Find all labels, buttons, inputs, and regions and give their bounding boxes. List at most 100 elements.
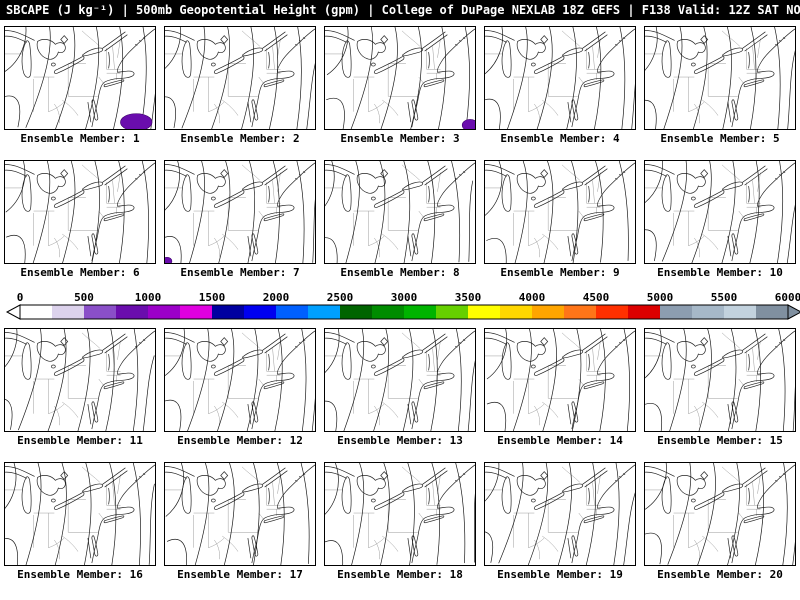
panel-row-4: Ensemble Member: 16 Ensemble Member: 17 … — [4, 462, 796, 581]
panel-label: Ensemble Member: 9 — [500, 266, 620, 279]
map-frame — [484, 328, 636, 432]
colorbar-tick-label: 6000 — [775, 291, 800, 304]
contour-holder — [5, 463, 155, 565]
contour-holder — [5, 161, 155, 263]
ensemble-map — [325, 27, 475, 129]
colorbar-tick-label: 1000 — [135, 291, 162, 304]
map-frame — [4, 160, 156, 264]
map-frame — [644, 462, 796, 566]
colorbar-segment — [372, 305, 405, 319]
colorbar-segment — [212, 305, 245, 319]
map-frame — [644, 328, 796, 432]
colorbar-tick-label: 3000 — [391, 291, 418, 304]
colorbar-tick-label: 5000 — [647, 291, 674, 304]
map-frame — [164, 462, 316, 566]
contour-holder — [325, 463, 475, 565]
colorbar-segment — [692, 305, 725, 319]
ensemble-map — [485, 329, 635, 431]
panel-label: Ensemble Member: 5 — [660, 132, 780, 145]
contour-holder — [645, 329, 795, 431]
panel-label: Ensemble Member: 12 — [177, 434, 303, 447]
ensemble-map — [645, 161, 795, 263]
contour-holder — [485, 161, 635, 263]
ensemble-map — [485, 27, 635, 129]
colorbar-scale: 0 500 1000 1500 2000 2500 3000 3500 4000 4500 5000… — [5, 291, 800, 320]
panel-label: Ensemble Member: 14 — [497, 434, 623, 447]
panel-label: Ensemble Member: 3 — [340, 132, 460, 145]
panel-label: Ensemble Member: 10 — [657, 266, 783, 279]
ensemble-map — [165, 27, 315, 129]
colorbar-segment — [628, 305, 661, 319]
map-frame — [324, 26, 476, 130]
ensemble-panel: Ensemble Member: 15 — [644, 328, 796, 447]
colorbar-segment — [596, 305, 629, 319]
colorbar-tick-label: 2500 — [327, 291, 354, 304]
header-bar: SBCAPE (J kg⁻¹) | 500mb Geopotential Hei… — [0, 0, 800, 20]
ensemble-map — [645, 329, 795, 431]
panel-label: Ensemble Member: 20 — [657, 568, 783, 581]
contour-holder — [485, 463, 635, 565]
contour-holder — [165, 27, 315, 129]
map-frame — [484, 26, 636, 130]
ensemble-map — [165, 161, 315, 263]
colorbar-segment — [468, 305, 501, 319]
colorbar-tick-label: 0 — [17, 291, 24, 304]
contour-holder — [325, 27, 475, 129]
contour-holder — [165, 463, 315, 565]
panel-label: Ensemble Member: 11 — [17, 434, 143, 447]
colorbar-segment — [116, 305, 149, 319]
colorbar-segment — [148, 305, 181, 319]
ensemble-panel: Ensemble Member: 3 — [324, 26, 476, 145]
colorbar-segment — [20, 305, 53, 319]
ensemble-panel: Ensemble Member: 8 — [324, 160, 476, 279]
contour-holder — [645, 27, 795, 129]
panel-label: Ensemble Member: 17 — [177, 568, 303, 581]
colorbar-tick-label: 500 — [74, 291, 94, 304]
map-frame — [484, 462, 636, 566]
panel-label: Ensemble Member: 15 — [657, 434, 783, 447]
colorbar-tick-label: 3500 — [455, 291, 482, 304]
ensemble-panel: Ensemble Member: 6 — [4, 160, 156, 279]
contour-holder — [165, 161, 315, 263]
map-frame — [164, 328, 316, 432]
ensemble-panel: Ensemble Member: 5 — [644, 26, 796, 145]
map-frame — [484, 160, 636, 264]
colorbar-segment — [564, 305, 597, 319]
panel-label: Ensemble Member: 1 — [20, 132, 140, 145]
colorbar-segment — [84, 305, 117, 319]
contour-holder — [325, 329, 475, 431]
colorbar-segment — [756, 305, 789, 319]
colorbar-segment — [276, 305, 309, 319]
ensemble-map — [5, 161, 155, 263]
ensemble-panel: Ensemble Member: 14 — [484, 328, 636, 447]
panel-row-2: Ensemble Member: 6 Ensemble Member: 7 En… — [4, 160, 796, 279]
colorbar-segment — [532, 305, 565, 319]
ensemble-panel: Ensemble Member: 13 — [324, 328, 476, 447]
colorbar-segment — [724, 305, 757, 319]
map-frame — [324, 328, 476, 432]
panels-grid: Ensemble Member: 1 Ensemble Member: 2 En… — [0, 20, 800, 581]
ensemble-panel: Ensemble Member: 17 — [164, 462, 316, 581]
panel-label: Ensemble Member: 13 — [337, 434, 463, 447]
colorbar-tick-label: 5500 — [711, 291, 738, 304]
ensemble-map — [5, 27, 155, 129]
panel-label: Ensemble Member: 6 — [20, 266, 140, 279]
cape-shading-holder — [461, 119, 475, 129]
colorbar-tick-label: 2000 — [263, 291, 290, 304]
colorbar-right-arrow-icon — [787, 304, 800, 320]
colorbar-segment — [404, 305, 437, 319]
colorbar-tick-label: 1500 — [199, 291, 226, 304]
colorbar-segment — [180, 305, 213, 319]
ensemble-panel: Ensemble Member: 4 — [484, 26, 636, 145]
ensemble-panel: Ensemble Member: 7 — [164, 160, 316, 279]
ensemble-panel: Ensemble Member: 9 — [484, 160, 636, 279]
ensemble-panel: Ensemble Member: 10 — [644, 160, 796, 279]
colorbar-segment — [500, 305, 533, 319]
contour-holder — [5, 329, 155, 431]
cape-shading-holder — [165, 256, 173, 263]
ensemble-map — [5, 463, 155, 565]
map-frame — [164, 160, 316, 264]
ensemble-panel: Ensemble Member: 2 — [164, 26, 316, 145]
map-frame — [324, 462, 476, 566]
map-frame — [4, 26, 156, 130]
